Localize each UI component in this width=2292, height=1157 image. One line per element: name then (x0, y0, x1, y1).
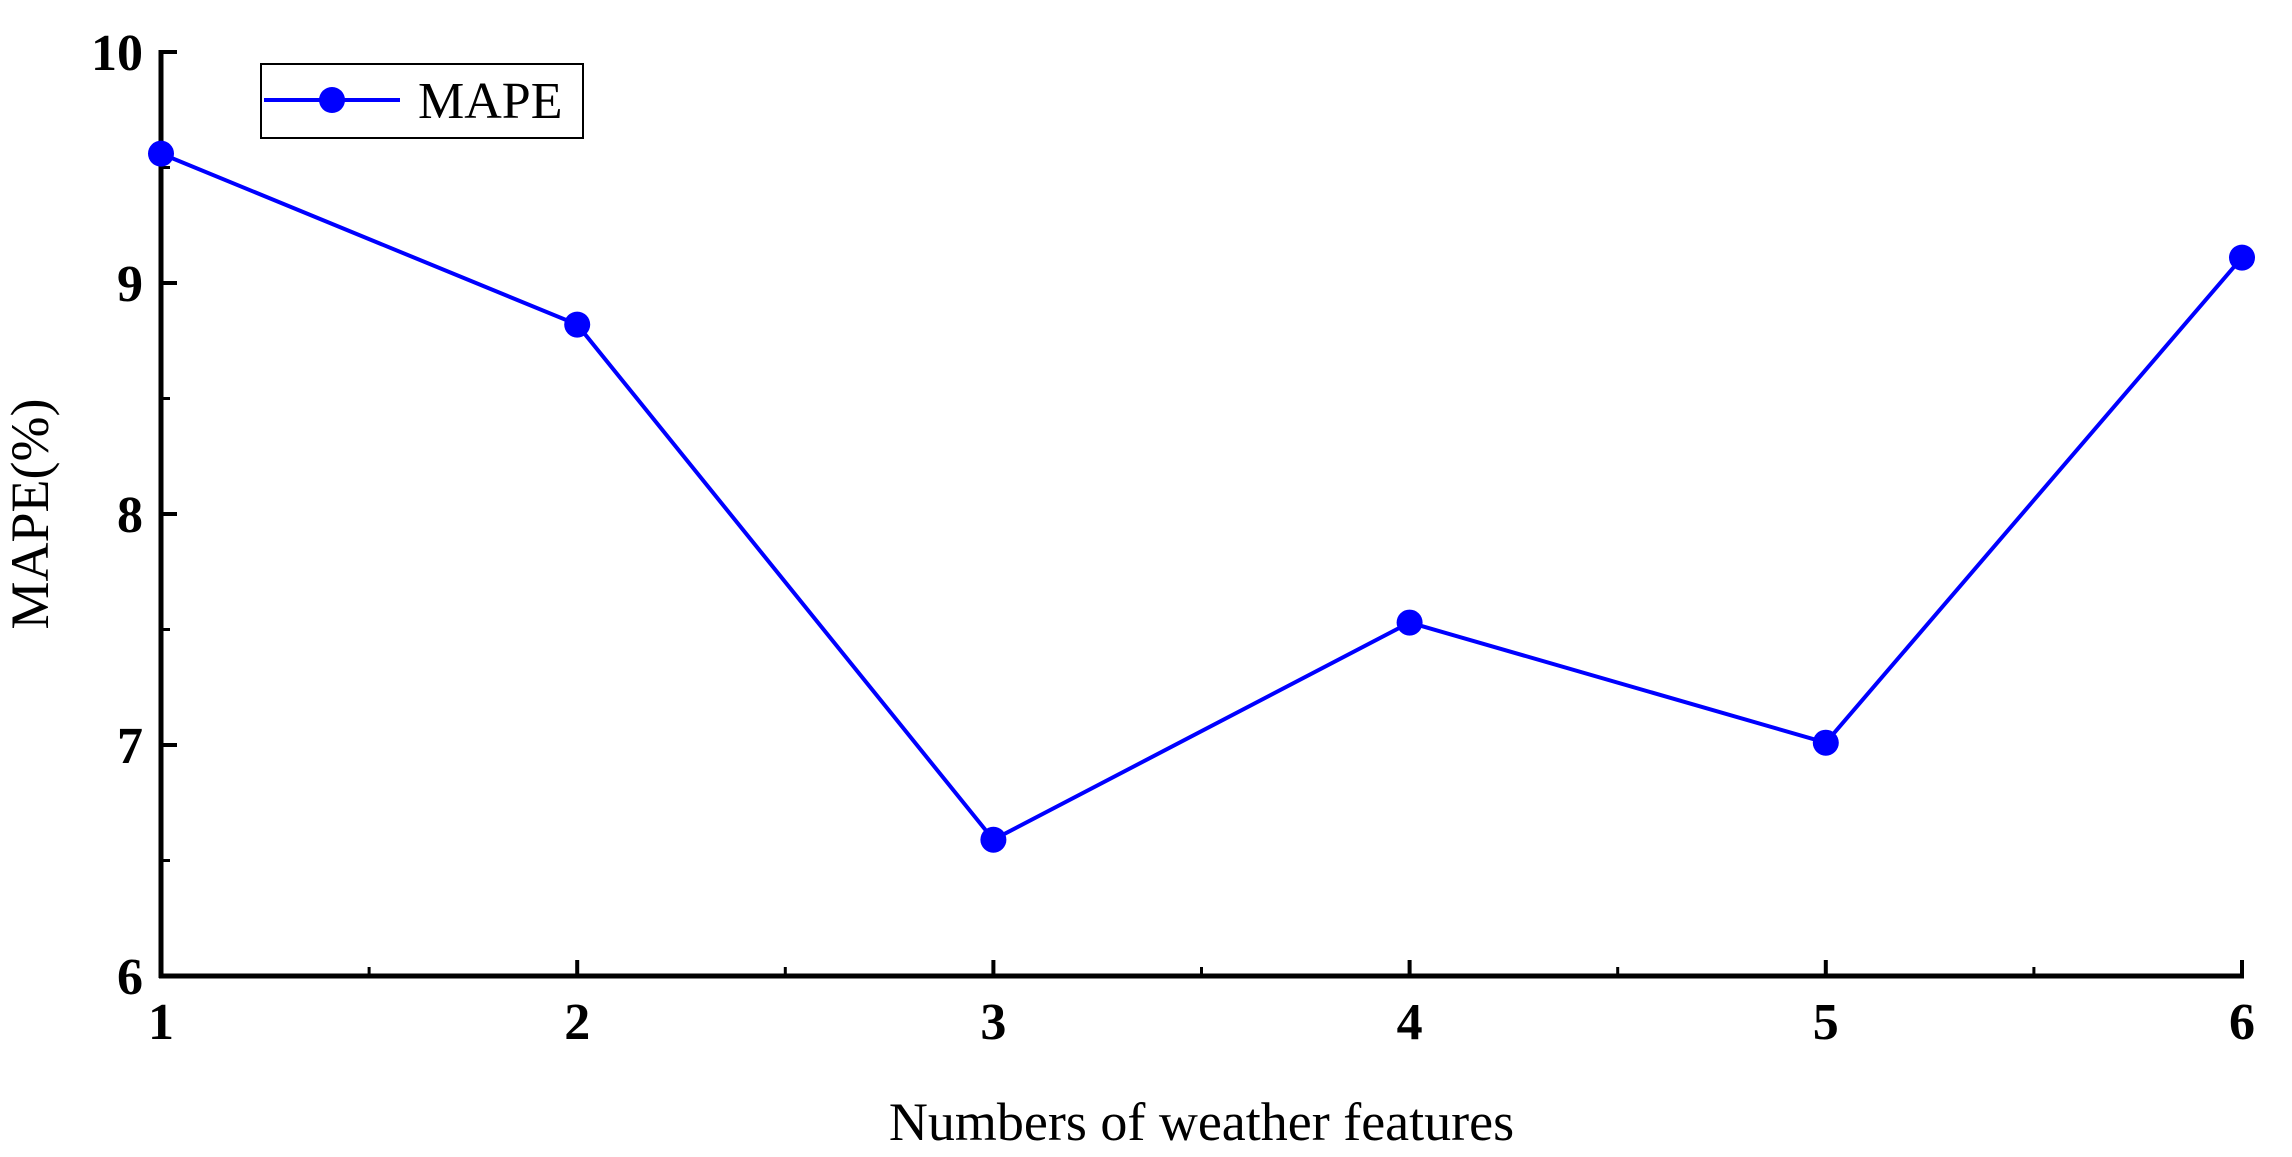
data-point (564, 311, 591, 338)
axis-ticks: 1 2 3 4 5 6 6 7 8 9 10 (91, 25, 2255, 1051)
x-tick-label: 6 (2229, 994, 2255, 1051)
y-tick-label: 10 (91, 25, 143, 82)
series-line (160, 151, 2244, 843)
x-tick-label: 5 (1813, 994, 1839, 1051)
x-tick-label: 4 (1397, 994, 1423, 1051)
data-point (980, 826, 1007, 853)
data-point (1812, 729, 1839, 756)
y-tick-label: 6 (117, 949, 143, 1006)
y-tick-label: 7 (117, 718, 143, 775)
x-axis-title: Numbers of weather features (889, 1092, 1514, 1152)
legend-marker (319, 87, 345, 113)
data-point (2229, 244, 2255, 271)
data-point (148, 140, 174, 167)
legend: MAPE (260, 63, 584, 139)
data-point (1396, 609, 1423, 636)
legend-label: MAPE (418, 73, 562, 130)
y-tick-label: 9 (117, 256, 143, 313)
series-plot-area (148, 140, 2255, 853)
y-tick-label: 8 (117, 487, 143, 544)
x-tick-label: 3 (980, 994, 1006, 1051)
x-tick-label: 2 (564, 994, 590, 1051)
axes (158, 50, 2244, 979)
y-axis-title: MAPE(%) (0, 399, 60, 630)
x-tick-label: 1 (148, 994, 174, 1051)
